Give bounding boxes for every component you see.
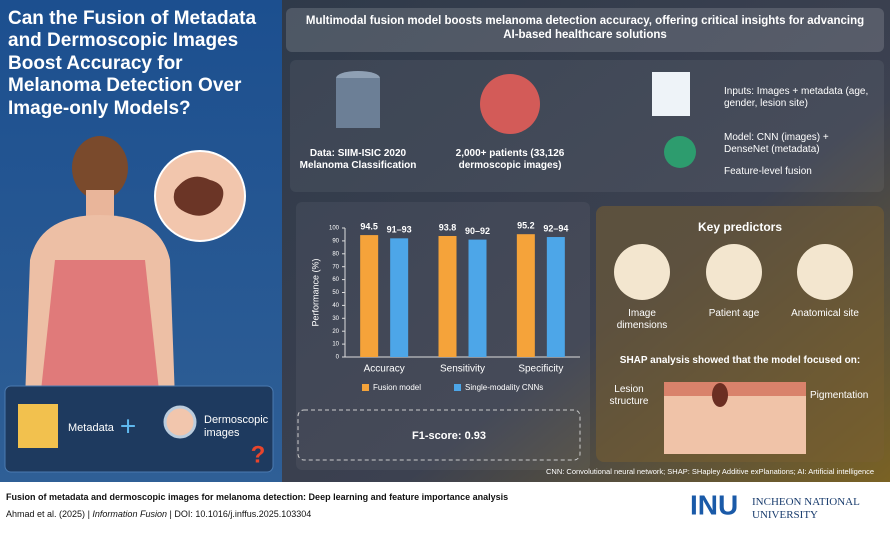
value-label: 94.5 <box>360 221 378 231</box>
hair <box>72 136 128 200</box>
predictor: Patient age <box>708 308 760 319</box>
predictor: Image dimensions <box>616 308 668 331</box>
authors: Ahmad et al. (2025) <box>6 509 86 519</box>
y-tick-label: 80 <box>332 251 339 257</box>
bar <box>390 238 409 357</box>
value-label: 90–92 <box>465 226 490 236</box>
overview-text: Inputs: Images + metadata (age, gender, … <box>724 86 869 109</box>
logo: INU <box>690 489 738 520</box>
shap-label: Pigmentation <box>810 390 869 401</box>
y-tick-label: 20 <box>332 329 339 335</box>
predictor-icon <box>614 244 670 300</box>
patients-icon <box>480 74 540 134</box>
label: Dermoscopic images <box>204 414 269 440</box>
y-tick-label: 0 <box>336 355 340 361</box>
value-label: 91–93 <box>387 225 412 235</box>
y-tick-label: 100 <box>329 226 340 232</box>
overview-text: 2,000+ patients (33,126 dermoscopic imag… <box>455 148 565 171</box>
plus: + <box>120 410 136 441</box>
separator: | <box>169 509 172 519</box>
predictors-title: Key predictors <box>697 220 783 234</box>
overview-text: Model: CNN (images) + DenseNet (metadata… <box>724 132 829 155</box>
y-tick-label: 10 <box>332 342 339 348</box>
inputs-icon <box>652 72 690 116</box>
legend-swatch <box>454 384 461 391</box>
overview-text: Data: SIIM-ISIC 2020 Melanoma Classifica… <box>299 148 417 171</box>
skin-lesion <box>712 383 728 407</box>
top <box>40 260 160 400</box>
dermoscope-icon <box>163 405 197 439</box>
shap-text: SHAP analysis showed that the model focu… <box>619 355 861 366</box>
separator: | <box>87 509 90 519</box>
x-tick-label: Sensitivity <box>440 364 485 375</box>
y-tick-label: 30 <box>332 316 339 322</box>
legend-swatch <box>362 384 369 391</box>
legend-box <box>4 385 274 473</box>
overview-text: Feature-level fusion <box>724 166 812 177</box>
y-tick-label: 50 <box>332 290 339 296</box>
bar <box>438 235 457 357</box>
f1-score: F1-score: 0.93 <box>412 430 486 442</box>
predictor-icon <box>797 244 853 300</box>
overview-box <box>290 60 884 192</box>
f1-box <box>297 409 581 461</box>
y-tick-label: 60 <box>332 277 339 283</box>
question-mark: ? <box>251 441 266 468</box>
bar <box>360 235 379 357</box>
value-label: 93.8 <box>439 222 457 232</box>
shap-label: Lesion structure <box>609 384 649 407</box>
journal: Information Fusion <box>92 509 167 519</box>
header: Multimodal fusion model boosts melanoma … <box>305 15 865 41</box>
lesion <box>173 176 224 216</box>
bar <box>546 237 565 357</box>
title: Can the Fusion of Metadata and Dermoscop… <box>8 8 257 119</box>
header-box <box>286 8 884 52</box>
skin-illustration <box>664 382 806 396</box>
bar <box>516 234 535 357</box>
database-icon <box>336 78 380 128</box>
doi: DOI: 10.1016/j.inffus.2025.103304 <box>174 509 312 519</box>
university: INCHEON NATIONAL UNIVERSITY <box>752 496 860 522</box>
footer-title: Fusion of metadata and dermoscopic image… <box>6 492 509 502</box>
legend-label: Fusion model <box>373 383 421 392</box>
y-axis-label: Performance (%) <box>310 258 320 326</box>
folder-icon <box>18 404 58 448</box>
predictor: Anatomical site <box>791 308 859 319</box>
bar <box>468 239 487 357</box>
citation: Ahmad et al. (2025) | Information Fusion… <box>6 509 311 520</box>
x-tick-label: Specificity <box>518 364 563 375</box>
label: Metadata <box>68 422 114 434</box>
network-icon <box>664 136 696 168</box>
predictor-icon <box>706 244 762 300</box>
x-tick-label: Accuracy <box>364 364 405 375</box>
value-label: 95.2 <box>517 221 535 231</box>
legend-label: Single-modality CNNs <box>465 383 543 392</box>
y-tick-label: 70 <box>332 264 339 270</box>
abbreviations: CNN: Convolutional neural network; SHAP:… <box>546 467 875 476</box>
y-tick-label: 40 <box>332 303 339 309</box>
value-label: 92–94 <box>543 223 568 233</box>
y-tick-label: 90 <box>332 238 339 244</box>
